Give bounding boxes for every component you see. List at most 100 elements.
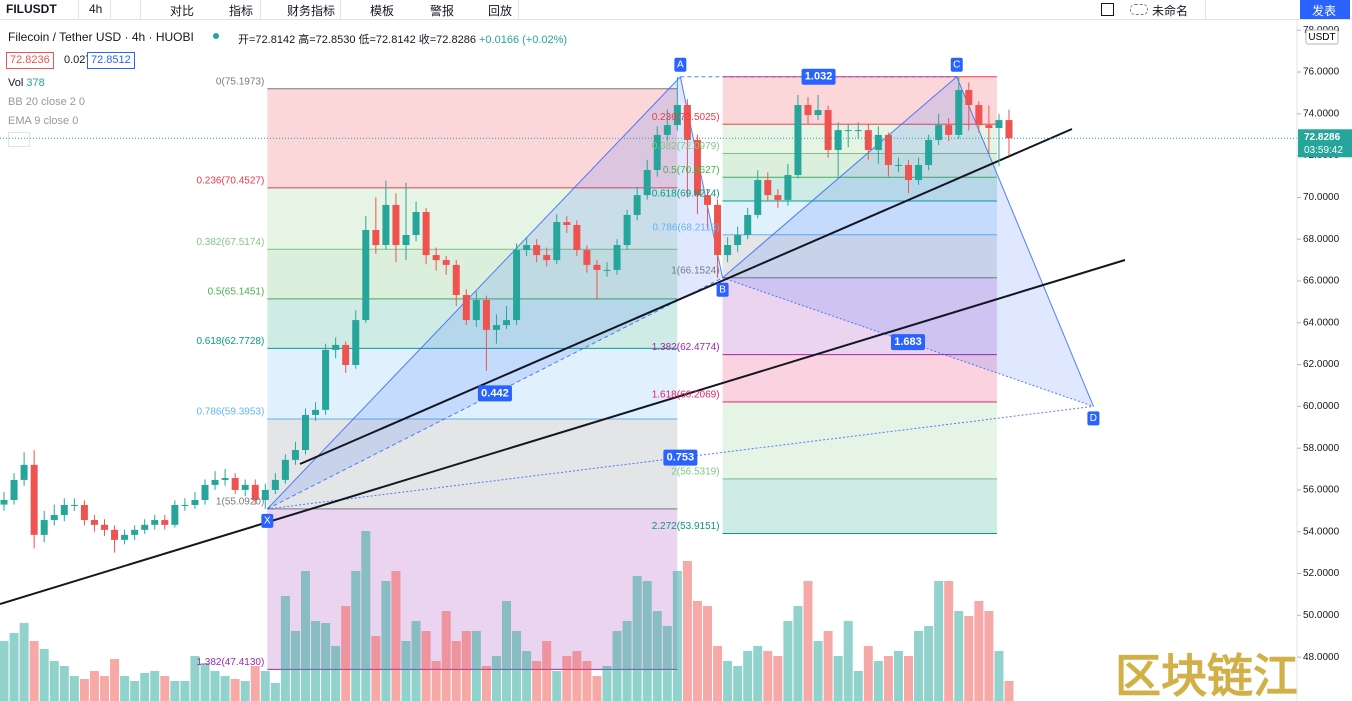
- ohlc-open: 开=72.8142: [238, 34, 296, 46]
- fib-label: 0.618(69.8274): [652, 189, 720, 200]
- candle-body: [352, 320, 360, 365]
- volume-bar: [522, 651, 532, 701]
- indicator[interactable]: EMA 9 close 0: [8, 115, 79, 127]
- pattern-point: [1087, 411, 1100, 426]
- layout-name[interactable]: 未命名: [1152, 4, 1189, 18]
- checkbox-icon[interactable]: [1101, 3, 1114, 16]
- volume-bar: [280, 596, 290, 701]
- fib-zone: [267, 249, 678, 299]
- candle-body: [704, 195, 711, 205]
- separator: [78, 0, 79, 19]
- publish-button[interactable]: [1300, 0, 1350, 19]
- symbol[interactable]: FILUSDT: [6, 2, 57, 16]
- candle-body: [432, 255, 440, 261]
- candle-body: [995, 120, 1003, 129]
- candle-body: [734, 235, 742, 246]
- toolbar-item[interactable]: 回放: [488, 4, 513, 18]
- volume-bar: [572, 651, 582, 701]
- toolbar-item[interactable]: 财务指标: [287, 4, 336, 18]
- candle-body: [724, 245, 732, 256]
- volume-bar: [451, 641, 461, 701]
- candle-body: [332, 344, 340, 350]
- fib-label: 0.382(72.0979): [652, 141, 720, 152]
- ratio-label: 0.753: [667, 452, 695, 464]
- interval[interactable]: 4h: [89, 2, 103, 16]
- price-axis-labels: 48.0000 50.0000 52.0000 54.0000 56.0000 58.00…: [1297, 25, 1352, 663]
- collapse-button[interactable]: [8, 132, 30, 147]
- volume-bar: [803, 581, 813, 701]
- toolbar-item[interactable]: 对比: [170, 4, 195, 18]
- candle-body: [503, 320, 510, 326]
- candle-body: [141, 524, 149, 530]
- y-tick-label: 48.0000: [1303, 652, 1340, 663]
- candle-body: [975, 105, 983, 126]
- volume-pane: [0, 531, 1014, 701]
- volume-bar: [140, 673, 150, 701]
- candle-body: [422, 212, 430, 256]
- candle-body: [955, 89, 963, 135]
- fib-zone: [267, 348, 678, 419]
- candle-body: [171, 504, 179, 525]
- volume-bar: [491, 656, 501, 701]
- volume-bar: [733, 666, 743, 701]
- pattern-point-label: D: [1090, 413, 1097, 424]
- separator: [1205, 0, 1206, 19]
- countdown: 03:59:42: [1304, 145, 1343, 156]
- currency-box[interactable]: [1305, 29, 1339, 45]
- volume-bar: [100, 676, 109, 701]
- y-tick-label: 50.0000: [1303, 610, 1340, 621]
- toolbar-item[interactable]: 模板: [370, 4, 395, 18]
- volume-bar: [120, 676, 130, 701]
- fib-label: 0.786(68.2113): [652, 222, 719, 233]
- candle-body: [844, 130, 852, 132]
- ohlc-high: 高=72.8530: [298, 34, 356, 46]
- volume-bar: [110, 659, 120, 701]
- status-dot: [213, 33, 219, 39]
- volume-bar: [924, 626, 934, 701]
- candle-body: [392, 204, 400, 246]
- vol-value: 378: [26, 77, 45, 89]
- pattern-point: [950, 57, 963, 72]
- change: +0.0166 (+0.02%): [479, 34, 568, 46]
- ratio-label: 1.683: [894, 336, 922, 348]
- symbol-title: Filecoin / Tether USD · 4h · HUOBI: [8, 30, 194, 44]
- candle-body: [774, 195, 782, 200]
- volume-bar: [250, 666, 260, 701]
- vol-label: Vol: [8, 77, 24, 89]
- volume-bar: [59, 666, 69, 701]
- pattern-fill: [267, 76, 723, 509]
- volume-bar: [461, 631, 471, 701]
- volume-bar: [1004, 681, 1014, 701]
- volume-bar: [230, 679, 240, 701]
- labels: 0(75.1973) 0.236(70.4527) 0.382(67.5174) 0.…: [196, 57, 1100, 668]
- candle-body: [643, 170, 651, 196]
- price-box[interactable]: 72.8236: [6, 52, 54, 69]
- candle-body: [714, 204, 722, 256]
- fib-label: 1(55.0920): [216, 497, 264, 508]
- volume-bar: [512, 631, 522, 701]
- candle-body: [864, 130, 872, 150]
- trend-line[interactable]: [299, 128, 1073, 465]
- volume-bar: [863, 646, 873, 701]
- volume-bar: [290, 631, 300, 701]
- ratio-box: [801, 68, 836, 85]
- publish-label[interactable]: 发表: [1312, 4, 1337, 18]
- price-box[interactable]: 72.8512: [87, 52, 135, 69]
- candle-body: [241, 484, 249, 490]
- fib-label: 1(66.1524): [671, 265, 719, 276]
- volume-bar: [743, 651, 753, 701]
- candle-body: [965, 89, 973, 106]
- volume-bar: [713, 646, 723, 701]
- toolbar-item[interactable]: 警报: [430, 4, 455, 18]
- volume-bar: [160, 676, 170, 701]
- volume-bar: [341, 606, 351, 701]
- toolbar: FILUSDT 4h 对比 指标 财务指标 模板 警报 回放 未命名 发表: [0, 0, 1352, 20]
- toolbar-item[interactable]: 指标: [229, 4, 254, 18]
- y-tick-label: 52.0000: [1303, 568, 1340, 579]
- trend-line[interactable]: [0, 259, 1126, 605]
- volume-bar: [944, 581, 954, 701]
- volume-bar: [602, 666, 612, 701]
- indicator[interactable]: BB 20 close 2 0: [8, 96, 86, 108]
- ohlc: 开=72.8142 高=72.8530 低=72.8142 收=72.8286 …: [238, 31, 567, 47]
- volume-bar: [853, 671, 863, 701]
